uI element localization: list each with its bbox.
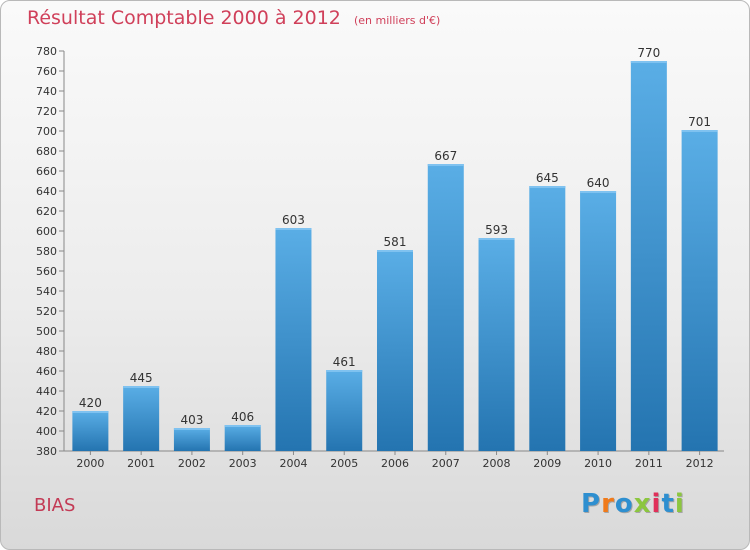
bar-top-edge: [681, 130, 718, 132]
bar: [529, 186, 566, 451]
bar-value-label: 406: [231, 410, 254, 424]
x-tick-label: 2003: [229, 457, 257, 470]
bar-top-edge: [326, 370, 363, 372]
x-tick-label: 2001: [127, 457, 155, 470]
y-tick-label: 560: [36, 265, 57, 278]
y-tick-label: 680: [36, 145, 57, 158]
logo-letter: r: [601, 489, 615, 519]
y-tick-label: 760: [36, 65, 57, 78]
y-tick-label: 700: [36, 125, 57, 138]
proxiti-logo[interactable]: Proxiti: [581, 489, 685, 519]
y-tick-label: 440: [36, 385, 57, 398]
y-tick-label: 400: [36, 425, 57, 438]
y-tick-label: 480: [36, 345, 57, 358]
bar: [427, 164, 464, 451]
bar-value-label: 581: [384, 235, 407, 249]
bar: [123, 386, 160, 451]
x-tick-label: 2007: [432, 457, 460, 470]
bar-top-edge: [173, 428, 210, 430]
logo-letter: P: [581, 489, 602, 519]
bar-top-edge: [580, 191, 617, 193]
bar: [72, 411, 109, 451]
bar: [173, 428, 210, 451]
bar-value-label: 640: [587, 176, 610, 190]
bar-top-edge: [529, 186, 566, 188]
y-tick-label: 600: [36, 225, 57, 238]
bar-value-label: 701: [688, 115, 711, 129]
chart-title: Résultat Comptable 2000 à 2012: [27, 7, 341, 29]
x-tick-label: 2011: [635, 457, 663, 470]
bar-value-label: 603: [282, 213, 305, 227]
bar: [580, 191, 617, 451]
y-tick-label: 500: [36, 325, 57, 338]
bar-top-edge: [224, 425, 261, 427]
logo-letter: t: [661, 489, 675, 519]
y-tick-label: 540: [36, 285, 57, 298]
bar: [224, 425, 261, 451]
x-tick-label: 2009: [533, 457, 561, 470]
title-row: Résultat Comptable 2000 à 2012 (en milli…: [27, 7, 440, 29]
y-tick-label: 620: [36, 205, 57, 218]
logo-letter: x: [633, 489, 652, 519]
bar: [630, 61, 667, 451]
x-tick-label: 2005: [330, 457, 358, 470]
bar-value-label: 403: [180, 413, 203, 427]
bar-top-edge: [72, 411, 109, 413]
y-tick-label: 520: [36, 305, 57, 318]
bar-value-label: 461: [333, 355, 356, 369]
chart-subtitle: (en milliers d'€): [353, 14, 441, 27]
bar-value-label: 445: [130, 371, 153, 385]
bar: [681, 130, 718, 451]
bar: [275, 228, 312, 451]
bar: [326, 370, 363, 451]
bar-value-label: 770: [637, 46, 660, 60]
y-tick-label: 580: [36, 245, 57, 258]
bar-value-label: 667: [434, 149, 457, 163]
y-tick-label: 720: [36, 105, 57, 118]
bar: [478, 238, 515, 451]
bar-top-edge: [377, 250, 413, 252]
x-tick-label: 2004: [279, 457, 307, 470]
bar-value-label: 645: [536, 171, 559, 185]
bar-top-edge: [427, 164, 464, 166]
bar-value-label: 420: [79, 396, 102, 410]
bar-top-edge: [123, 386, 160, 388]
x-tick-label: 2012: [686, 457, 714, 470]
logo-letter: o: [614, 489, 634, 519]
x-tick-label: 2008: [483, 457, 511, 470]
x-tick-label: 2000: [76, 457, 104, 470]
x-tick-label: 2010: [584, 457, 612, 470]
bar-top-edge: [478, 238, 515, 240]
y-tick-label: 740: [36, 85, 57, 98]
logo-letter: i: [674, 489, 685, 519]
bar-top-edge: [630, 61, 667, 63]
y-tick-label: 640: [36, 185, 57, 198]
logo-letter: i: [651, 489, 662, 519]
y-tick-label: 380: [36, 445, 57, 458]
y-tick-label: 420: [36, 405, 57, 418]
y-tick-label: 780: [36, 45, 57, 58]
commune-name: BIAS: [34, 495, 76, 516]
bar-value-label: 593: [485, 223, 508, 237]
y-tick-label: 660: [36, 165, 57, 178]
x-tick-label: 2006: [381, 457, 409, 470]
x-tick-label: 2002: [178, 457, 206, 470]
bar: [377, 250, 413, 451]
bar-top-edge: [275, 228, 312, 230]
y-tick-label: 460: [36, 365, 57, 378]
